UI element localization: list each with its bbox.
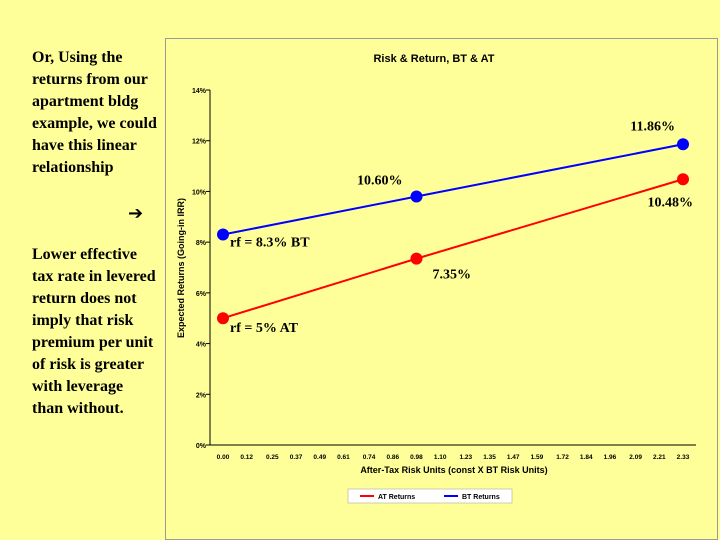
x-tick-label: 0.61 bbox=[337, 454, 350, 461]
x-tick-label: 1.96 bbox=[604, 454, 617, 461]
data-label: 11.86% bbox=[630, 119, 675, 134]
y-tick-label: 0% bbox=[196, 443, 207, 450]
data-point bbox=[410, 252, 423, 265]
y-tick-label: 2% bbox=[196, 392, 207, 399]
x-tick-label: 1.23 bbox=[460, 454, 473, 461]
data-point bbox=[410, 190, 423, 203]
y-tick-label: 4% bbox=[196, 342, 207, 349]
data-label: 10.48% bbox=[648, 195, 694, 210]
chart-title: Risk & Return, BT & AT bbox=[373, 53, 494, 65]
right-arrow-icon: ➔ bbox=[128, 203, 144, 224]
x-tick-label: 1.47 bbox=[507, 454, 520, 461]
data-label: rf = 5% AT bbox=[230, 321, 299, 336]
x-axis-label: After-Tax Risk Units (const X BT Risk Un… bbox=[360, 465, 547, 475]
data-point bbox=[677, 173, 689, 186]
x-tick-label: 0.12 bbox=[240, 454, 253, 461]
data-point bbox=[677, 138, 689, 151]
x-tick-label: 0.98 bbox=[410, 454, 423, 461]
data-label: 7.35% bbox=[432, 268, 471, 283]
data-label: rf = 8.3% BT bbox=[230, 236, 310, 251]
y-tick-label: 10% bbox=[192, 189, 207, 196]
legend-label: BT Returns bbox=[462, 494, 500, 501]
x-tick-label: 2.09 bbox=[629, 454, 642, 461]
x-tick-label: 0.00 bbox=[217, 454, 230, 461]
y-tick-label: 12% bbox=[192, 139, 207, 146]
y-axis-label: Expected Returns (Going-in IRR) bbox=[176, 198, 186, 338]
data-point bbox=[217, 228, 229, 241]
x-tick-label: 0.74 bbox=[363, 454, 376, 461]
y-tick-label: 8% bbox=[196, 240, 207, 247]
x-tick-label: 1.72 bbox=[556, 454, 569, 461]
legend-label: AT Returns bbox=[378, 494, 415, 501]
x-tick-label: 0.37 bbox=[290, 454, 303, 461]
x-tick-label: 0.25 bbox=[266, 454, 279, 461]
data-point bbox=[217, 312, 229, 325]
y-tick-label: 6% bbox=[196, 291, 207, 298]
x-tick-label: 2.21 bbox=[653, 454, 666, 461]
slide-text-intro: Or, Using the returns from our apartment… bbox=[32, 49, 157, 176]
data-label: 10.60% bbox=[357, 174, 403, 189]
x-tick-label: 1.10 bbox=[434, 454, 447, 461]
x-tick-label: 1.35 bbox=[483, 454, 496, 461]
x-tick-label: 0.86 bbox=[386, 454, 399, 461]
series-line-bt-returns bbox=[222, 143, 684, 236]
x-tick-label: 1.84 bbox=[580, 454, 593, 461]
x-tick-label: 1.59 bbox=[531, 454, 544, 461]
y-tick-label: 14% bbox=[192, 88, 207, 95]
legend-box bbox=[347, 488, 513, 504]
x-tick-label: 0.49 bbox=[313, 454, 326, 461]
slide-text-conclusion: Lower effective tax rate in levered retu… bbox=[32, 246, 156, 417]
x-tick-label: 2.33 bbox=[677, 454, 690, 461]
